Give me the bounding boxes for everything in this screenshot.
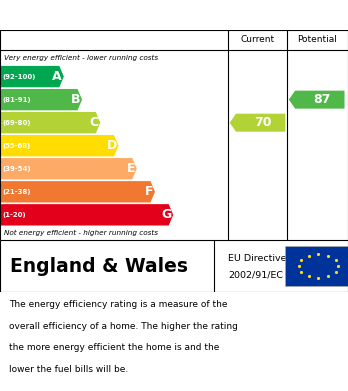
Text: Not energy efficient - higher running costs: Not energy efficient - higher running co…: [4, 230, 158, 236]
Text: (1-20): (1-20): [2, 212, 26, 218]
Polygon shape: [0, 181, 155, 203]
Text: England & Wales: England & Wales: [10, 256, 188, 276]
Polygon shape: [0, 112, 100, 133]
Text: Potential: Potential: [298, 36, 338, 45]
Bar: [285, 246, 348, 286]
Text: (55-68): (55-68): [2, 143, 30, 149]
Text: A: A: [53, 70, 62, 83]
Polygon shape: [230, 114, 285, 132]
Text: the more energy efficient the home is and the: the more energy efficient the home is an…: [9, 343, 219, 352]
Text: 87: 87: [313, 93, 330, 106]
Text: The energy efficiency rating is a measure of the: The energy efficiency rating is a measur…: [9, 300, 227, 309]
Text: (39-54): (39-54): [2, 166, 31, 172]
Polygon shape: [0, 89, 82, 110]
Text: 2002/91/EC: 2002/91/EC: [228, 270, 283, 279]
Text: 70: 70: [254, 116, 271, 129]
Text: Energy Efficiency Rating: Energy Efficiency Rating: [60, 6, 288, 24]
Text: (81-91): (81-91): [2, 97, 31, 102]
Text: (69-80): (69-80): [2, 120, 31, 126]
Text: D: D: [106, 139, 117, 152]
Text: (21-38): (21-38): [2, 189, 31, 195]
Polygon shape: [0, 66, 64, 87]
Polygon shape: [0, 204, 173, 226]
Polygon shape: [289, 91, 345, 109]
Text: C: C: [89, 116, 98, 129]
Text: overall efficiency of a home. The higher the rating: overall efficiency of a home. The higher…: [9, 322, 238, 331]
Text: G: G: [161, 208, 172, 221]
Text: B: B: [71, 93, 80, 106]
Polygon shape: [0, 135, 119, 156]
Text: F: F: [145, 185, 153, 198]
Text: EU Directive: EU Directive: [228, 254, 286, 263]
Text: (92-100): (92-100): [2, 74, 35, 80]
Text: Current: Current: [240, 36, 275, 45]
Text: Very energy efficient - lower running costs: Very energy efficient - lower running co…: [4, 54, 158, 61]
Text: lower the fuel bills will be.: lower the fuel bills will be.: [9, 365, 128, 374]
Text: E: E: [126, 162, 135, 175]
Polygon shape: [0, 158, 137, 179]
